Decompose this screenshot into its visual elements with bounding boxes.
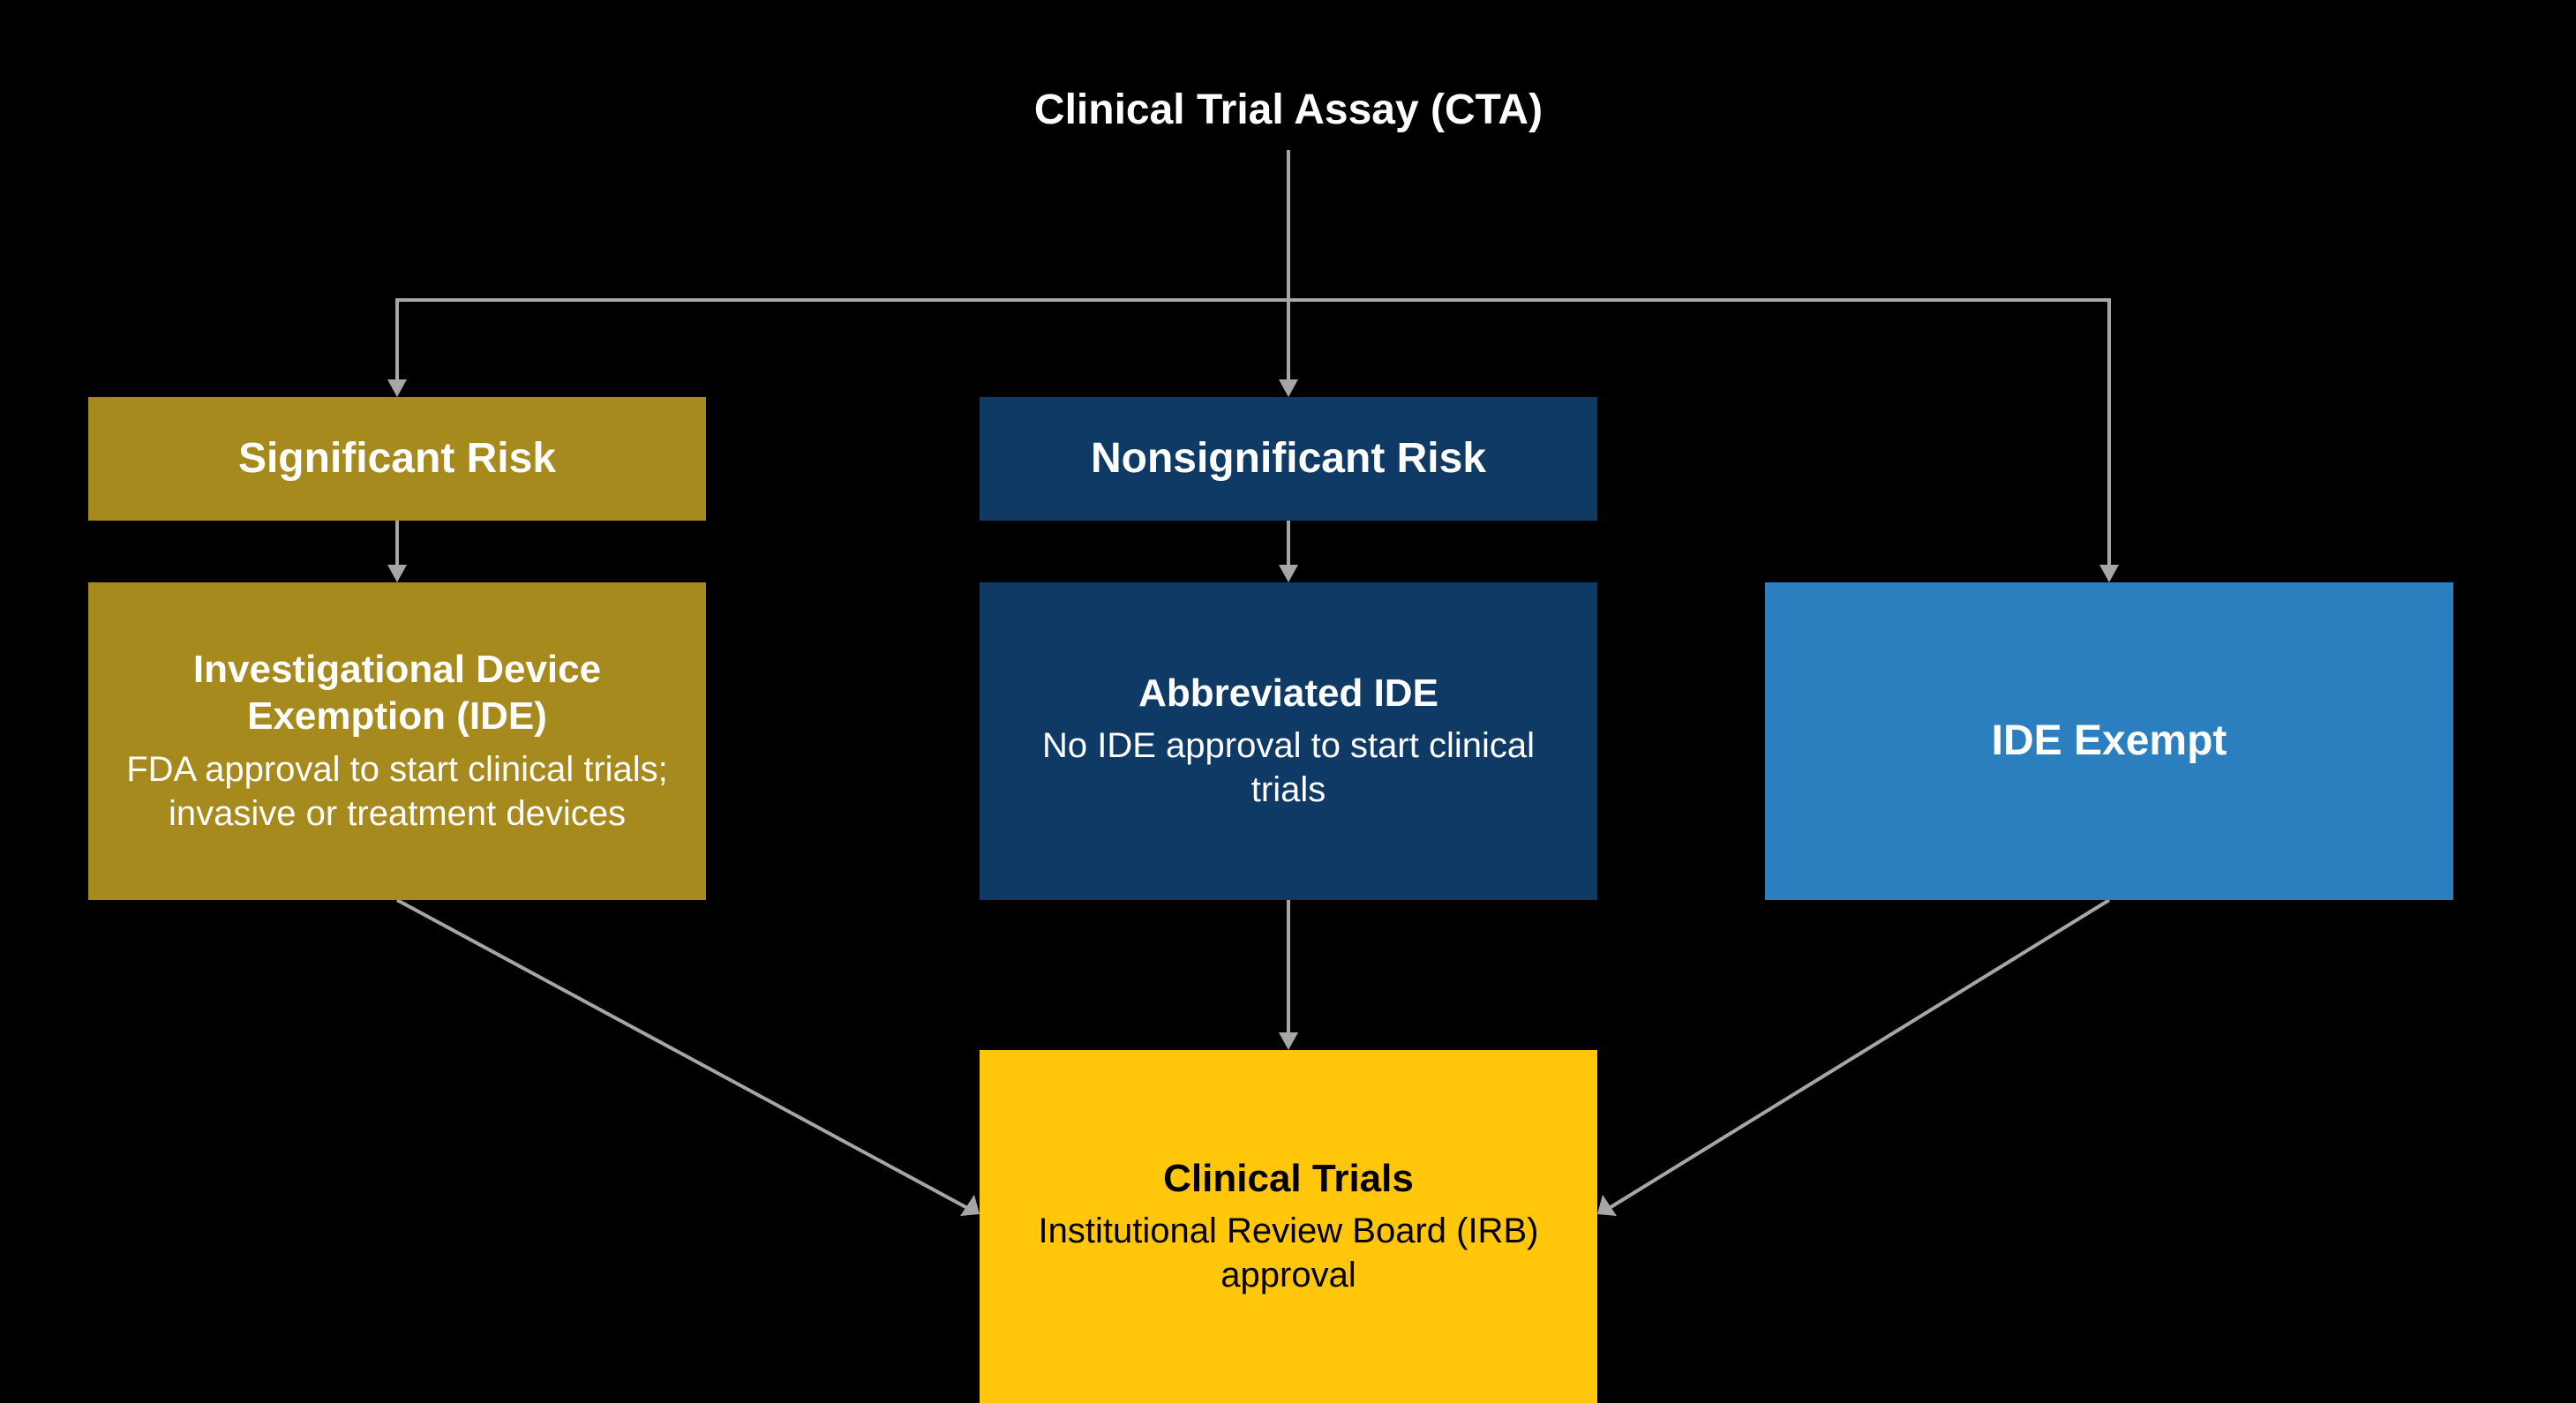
- connector-edge: [1608, 900, 2109, 1209]
- node-ide: Investigational Device Exemption (IDE)FD…: [88, 582, 706, 900]
- node-abbrev-ide: Abbreviated IDE No IDE approval to start …: [980, 582, 1597, 900]
- node-ide-exempt: IDE Exempt: [1765, 582, 2453, 900]
- connector-arrowhead: [960, 1195, 980, 1216]
- connector-edge: [397, 150, 1288, 386]
- node-sig-risk-title: Significant Risk: [238, 433, 556, 484]
- node-nonsig-risk-title: Nonsignificant Risk: [1091, 433, 1486, 484]
- node-nonsig-risk: Nonsignificant Risk: [980, 397, 1597, 521]
- node-abbrev-ide-title: Abbreviated IDE: [1138, 671, 1438, 717]
- node-cta: Clinical Trial Assay (CTA): [962, 79, 1615, 141]
- connector-arrowhead: [2099, 565, 2119, 582]
- connector-arrowhead: [387, 379, 407, 397]
- node-sig-risk: Significant Risk: [88, 397, 706, 521]
- connector-arrowhead: [387, 565, 407, 582]
- node-clinical-trials-title: Clinical Trials: [1163, 1156, 1414, 1203]
- connector-arrowhead: [1279, 379, 1298, 397]
- node-cta-title: Clinical Trial Assay (CTA): [1034, 85, 1543, 136]
- node-clinical-trials-subtitle: Institutional Review Board (IRB) approva…: [1015, 1209, 1562, 1297]
- node-abbrev-ide-subtitle: No IDE approval to start clinical trials: [1015, 724, 1562, 812]
- connector-arrowhead: [1597, 1195, 1617, 1216]
- connector-arrowhead: [1279, 565, 1298, 582]
- connector-edge: [397, 900, 969, 1209]
- node-ide-exempt-title: IDE Exempt: [1992, 716, 2227, 767]
- node-ide-subtitle: FDA approval to start clinical trials; i…: [124, 747, 671, 836]
- node-clinical-trials: Clinical Trials Institutional Review Boar…: [980, 1050, 1597, 1403]
- connector-arrowhead: [1279, 1032, 1298, 1050]
- node-ide-title: Investigational Device Exemption (IDE): [124, 647, 671, 740]
